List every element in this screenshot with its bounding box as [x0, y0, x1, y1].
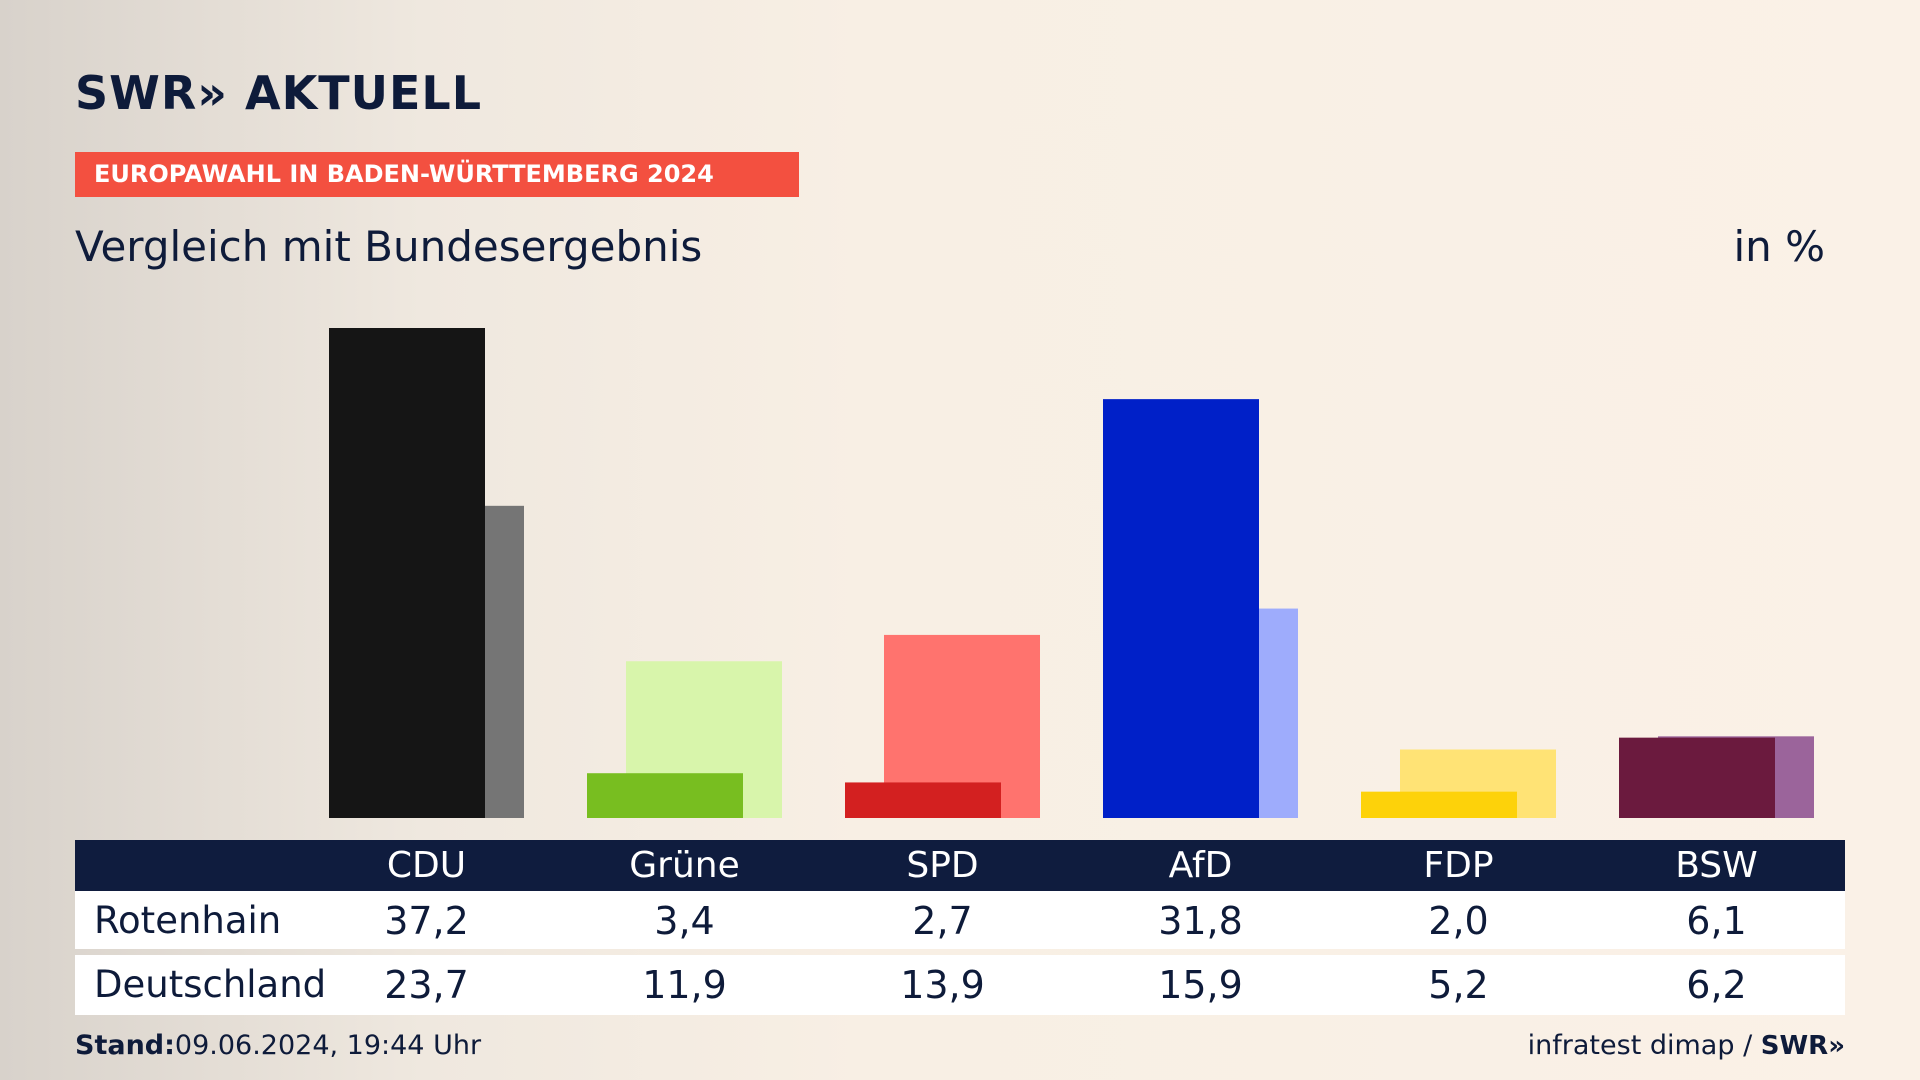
source-text: infratest dimap / — [1527, 1030, 1761, 1061]
bar-rotenhain-cdu — [329, 328, 485, 818]
bar-rotenhain-afd — [1103, 399, 1259, 818]
value-deutschland-cdu: 23,7 — [384, 963, 469, 1007]
stand-value: 09.06.2024, 19:44 Uhr — [174, 1030, 482, 1061]
bar-chart — [329, 328, 1814, 818]
election-kicker: EUROPAWAHL IN BADEN-WÜRTTEMBERG 2024 — [75, 152, 799, 197]
category-label-grüne: Grüne — [629, 845, 740, 886]
bar-rotenhain-fdp — [1361, 791, 1517, 818]
row-label-rotenhain: Rotenhain — [94, 899, 282, 942]
bar-rotenhain-spd — [845, 782, 1001, 818]
value-deutschland-grüne: 11,9 — [642, 963, 727, 1007]
table-row-deutschland: Deutschland 23,7 11,9 13,9 15,9 5,2 6,2 — [75, 955, 1845, 1015]
table-row-rotenhain: Rotenhain 37,2 3,4 2,7 31,8 2,0 6,1 — [75, 891, 1845, 949]
unit-label: in % — [1733, 222, 1825, 271]
swr-aktuell-logo: SWR» AKTUELL — [75, 66, 483, 120]
value-deutschland-spd: 13,9 — [900, 963, 985, 1007]
table-header: CDU Grüne SPD AfD FDP BSW — [75, 840, 1845, 891]
swr-brand-mark: SWR» — [1760, 1031, 1845, 1061]
category-label-fdp: FDP — [1423, 845, 1494, 886]
value-deutschland-fdp: 5,2 — [1428, 963, 1489, 1007]
value-deutschland-bsw: 6,2 — [1686, 963, 1747, 1007]
source-credit: infratest dimap / SWR» — [1528, 1030, 1845, 1061]
category-label-spd: SPD — [906, 845, 979, 886]
value-rotenhain-afd: 31,8 — [1158, 899, 1243, 943]
category-label-cdu: CDU — [386, 845, 467, 886]
row-label-deutschland: Deutschland — [94, 963, 327, 1006]
value-rotenhain-bsw: 6,1 — [1686, 899, 1747, 943]
timestamp: Stand:09.06.2024, 19:44 Uhr — [75, 1030, 481, 1061]
value-rotenhain-cdu: 37,2 — [384, 899, 469, 943]
chart-title: Vergleich mit Bundesergebnis — [75, 222, 703, 271]
stand-label: Stand: — [75, 1030, 175, 1061]
value-rotenhain-grüne: 3,4 — [654, 899, 715, 943]
results-table: CDU Grüne SPD AfD FDP BSW Rotenhain 37,2 3,4 2,… — [75, 840, 1845, 1015]
category-label-bsw: BSW — [1675, 845, 1758, 886]
value-deutschland-afd: 15,9 — [1158, 963, 1243, 1007]
bar-rotenhain-grüne — [587, 773, 743, 818]
category-label-afd: AfD — [1168, 845, 1233, 886]
value-rotenhain-fdp: 2,0 — [1428, 899, 1489, 943]
value-rotenhain-spd: 2,7 — [912, 899, 973, 943]
bar-rotenhain-bsw — [1619, 737, 1775, 818]
